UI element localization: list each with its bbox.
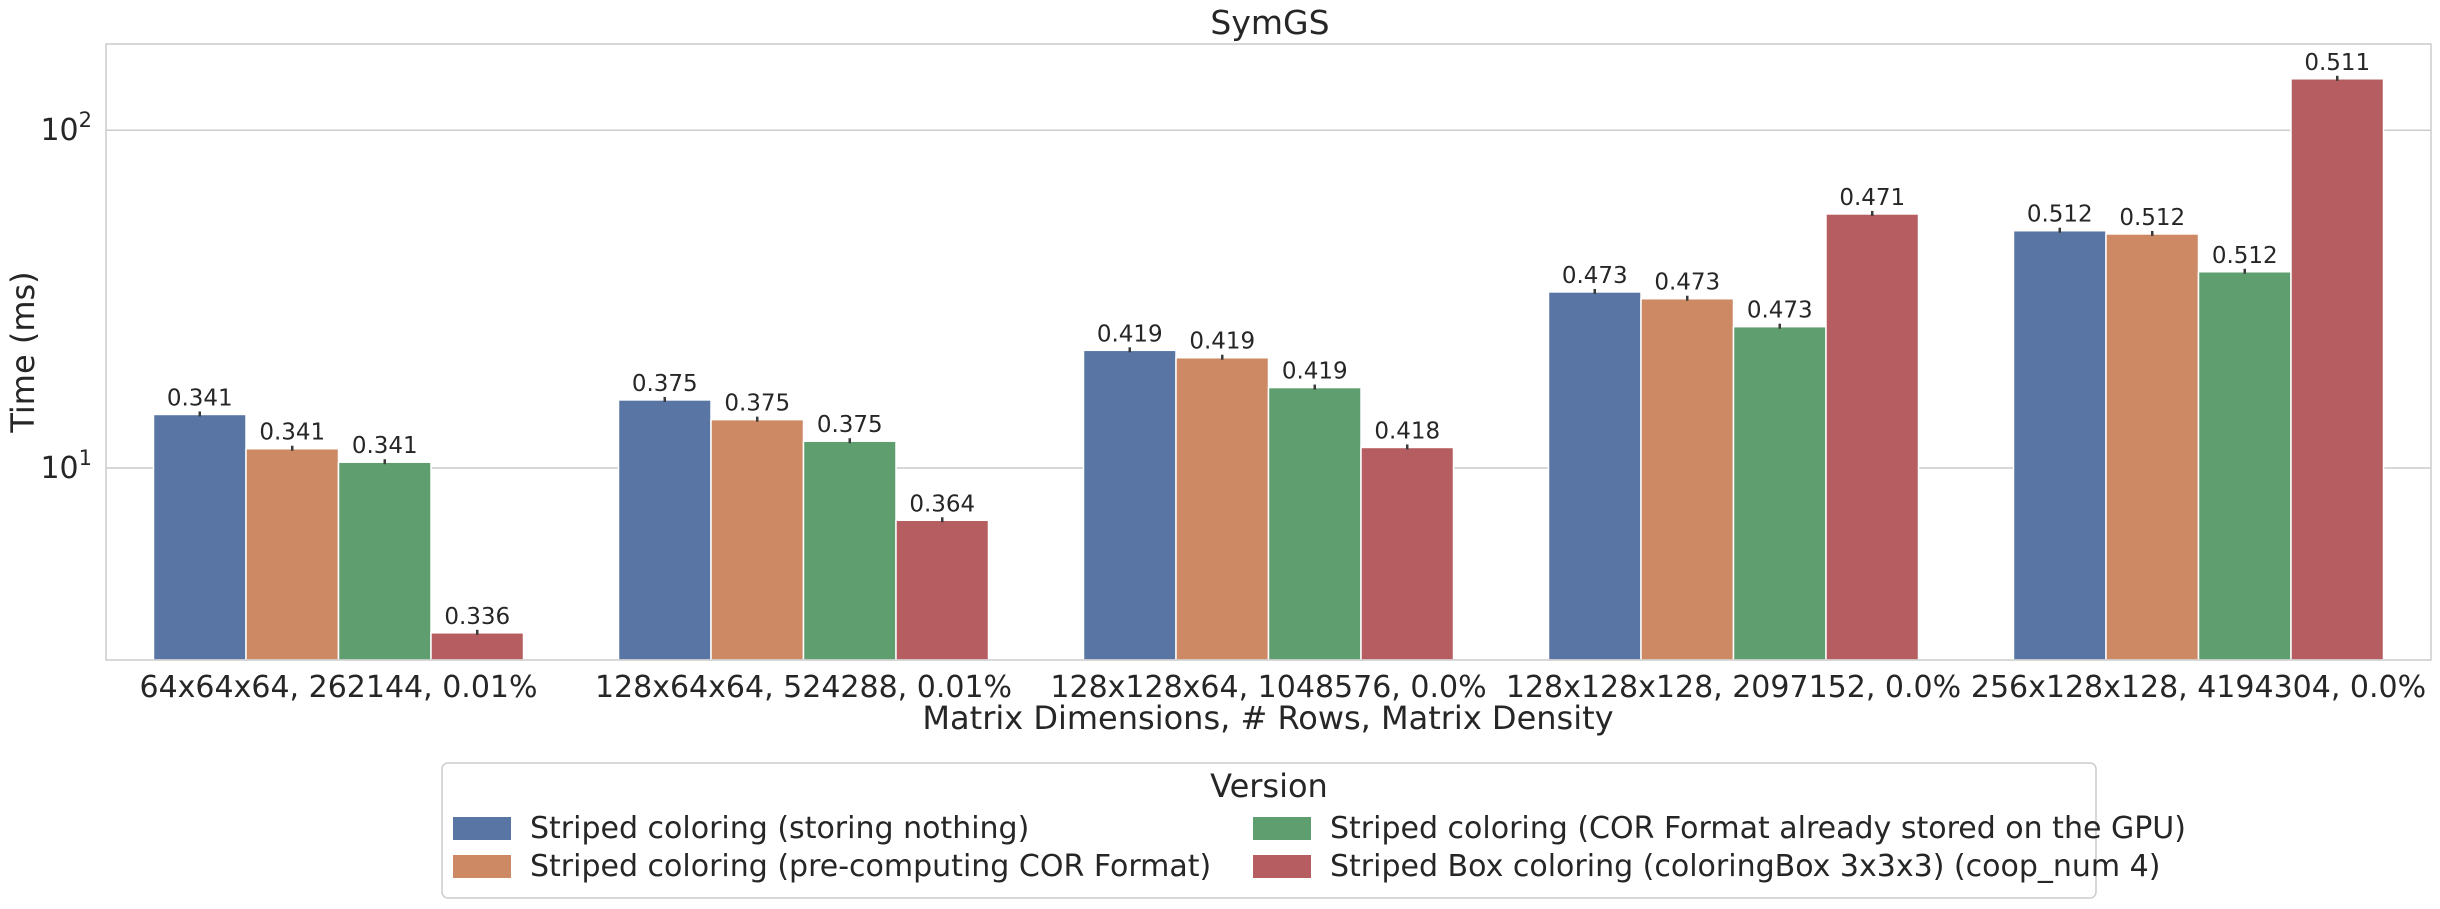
data-label: 0.375 bbox=[817, 412, 883, 438]
bar bbox=[1640, 297, 1735, 661]
legend-swatch bbox=[1253, 817, 1311, 840]
plot-area bbox=[105, 43, 2432, 661]
data-label: 0.341 bbox=[352, 433, 418, 459]
bar bbox=[895, 519, 990, 661]
data-label: 0.341 bbox=[259, 420, 325, 446]
bar bbox=[2012, 229, 2107, 661]
data-label: 0.511 bbox=[2304, 50, 2370, 76]
bar bbox=[1360, 446, 1455, 661]
data-label: 0.341 bbox=[167, 385, 233, 411]
data-labels: 0.341 0.341 0.341 0.336 0.375 0.375 0.375 0.364… bbox=[167, 50, 2370, 630]
legend-label: Striped coloring (pre-computing COR Form… bbox=[530, 849, 1211, 884]
bar bbox=[245, 447, 340, 661]
bar bbox=[802, 440, 897, 661]
data-label: 0.471 bbox=[1839, 185, 1905, 211]
bar bbox=[617, 399, 712, 661]
legend-title: Version bbox=[1210, 767, 1328, 805]
bar bbox=[152, 413, 247, 661]
data-label: 0.419 bbox=[1097, 321, 1163, 347]
legend-swatch bbox=[453, 855, 511, 878]
bar bbox=[430, 632, 525, 661]
y-axis-ticks: 101 102 bbox=[40, 108, 92, 486]
bar bbox=[710, 418, 805, 661]
data-label: 0.473 bbox=[1747, 298, 1813, 324]
legend-label: Striped coloring (storing nothing) bbox=[530, 811, 1029, 846]
data-label: 0.419 bbox=[1189, 329, 1255, 355]
y-tick-label: 101 bbox=[40, 446, 92, 486]
x-tick-label: 64x64x64, 262144, 0.01% bbox=[140, 670, 538, 705]
bar bbox=[1732, 325, 1827, 661]
x-tick-label: 128x64x64, 524288, 0.01% bbox=[595, 670, 1012, 705]
bar bbox=[1825, 213, 1920, 661]
data-label: 0.512 bbox=[2119, 205, 2185, 231]
data-label: 0.512 bbox=[2027, 202, 2093, 228]
y-axis-label: Time (ms) bbox=[4, 271, 42, 433]
data-label: 0.473 bbox=[1562, 263, 1628, 289]
y-tick-label: 102 bbox=[40, 108, 92, 148]
data-label: 0.375 bbox=[724, 391, 790, 417]
bar bbox=[2290, 78, 2385, 661]
data-label: 0.418 bbox=[1374, 418, 1440, 444]
bar bbox=[2105, 233, 2200, 661]
x-axis-label: Matrix Dimensions, # Rows, Matrix Densit… bbox=[922, 699, 1613, 737]
bar bbox=[1082, 349, 1177, 661]
chart-title: SymGS bbox=[1210, 3, 1329, 42]
x-tick-label: 256x128x128, 4194304, 0.0% bbox=[1971, 670, 2426, 705]
legend-items: Striped coloring (storing nothing)Stripe… bbox=[453, 811, 2186, 884]
data-label: 0.336 bbox=[444, 604, 510, 630]
bar bbox=[1547, 291, 1642, 661]
bar bbox=[337, 461, 432, 661]
bar bbox=[1267, 386, 1362, 661]
legend-label: Striped coloring (COR Format already sto… bbox=[1330, 811, 2186, 846]
x-tick-label: 128x128x64, 1048576, 0.0% bbox=[1050, 670, 1486, 705]
legend-label: Striped Box coloring (coloringBox 3x3x3)… bbox=[1330, 849, 2160, 884]
data-label: 0.512 bbox=[2212, 243, 2278, 269]
bars bbox=[152, 75, 2385, 661]
legend: Version Striped coloring (storing nothin… bbox=[441, 762, 2186, 899]
data-label: 0.375 bbox=[632, 371, 698, 397]
legend-swatch bbox=[1253, 855, 1311, 878]
legend-swatch bbox=[453, 817, 511, 840]
data-label: 0.473 bbox=[1654, 270, 1720, 296]
data-label: 0.419 bbox=[1282, 359, 1348, 385]
bar bbox=[1175, 356, 1270, 661]
x-tick-label: 128x128x128, 2097152, 0.0% bbox=[1506, 670, 1961, 705]
x-axis-ticks: 64x64x64, 262144, 0.01% 128x64x64, 524288… bbox=[140, 670, 2427, 705]
data-label: 0.364 bbox=[909, 491, 975, 517]
bar bbox=[2197, 271, 2292, 661]
